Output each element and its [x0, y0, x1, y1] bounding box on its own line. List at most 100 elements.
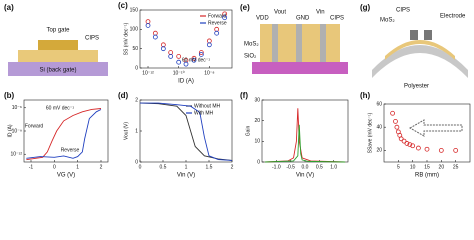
- x-tick-label: 10⁻⁸: [204, 70, 214, 76]
- y-axis-label: SS (mV dec⁻¹): [123, 22, 129, 55]
- label: GND: [296, 16, 310, 22]
- x-tick-label: 2: [100, 164, 103, 170]
- label: VDD: [256, 16, 269, 22]
- x-tick-label: -0.5: [286, 164, 295, 170]
- annotation: Forward: [25, 123, 44, 129]
- panel-label: (f): [240, 91, 248, 100]
- point: [404, 141, 410, 146]
- y-axis-label: SSave (mV dec⁻¹): [367, 112, 373, 153]
- x-axis-label: VG (V): [57, 173, 75, 179]
- point: [424, 146, 430, 152]
- y-tick-label: 10: [254, 139, 260, 145]
- y-tick-label: 10⁻⁶: [12, 105, 22, 111]
- y-tick-label: 0: [257, 159, 260, 165]
- x-tick-label: 25: [453, 164, 459, 170]
- legend-label: Reverse: [208, 20, 227, 26]
- panel-e: (e) VDD Vout GND Vin CIPS MoS₂ SiO₂: [240, 3, 348, 74]
- point: [183, 61, 189, 67]
- x-tick-label: 0: [139, 164, 142, 170]
- point: [214, 30, 220, 36]
- label: Vout: [274, 10, 286, 16]
- legend-label: Without MH: [194, 103, 221, 109]
- x-tick-label: 10⁻¹²: [142, 70, 154, 76]
- y-tick-label: 50: [132, 46, 138, 52]
- electrode: [320, 24, 326, 62]
- x-tick-label: 2: [231, 164, 234, 170]
- point: [214, 26, 220, 32]
- y-tick-label: 60: [376, 101, 382, 107]
- panel-label: (e): [240, 3, 250, 12]
- point: [160, 42, 166, 48]
- point: [453, 147, 459, 153]
- curve: [264, 108, 346, 163]
- point: [198, 50, 204, 55]
- x-axis-label: ID (A): [178, 79, 194, 85]
- top-gate: [38, 40, 78, 50]
- label: Electrode: [440, 14, 466, 20]
- point: [398, 136, 404, 142]
- x-tick-label: 1.5: [206, 164, 213, 170]
- x-axis-label: RB (mm): [415, 173, 439, 179]
- arrow: [408, 119, 463, 137]
- point: [145, 23, 151, 28]
- panel-label: (h): [360, 91, 371, 100]
- panel-label: (b): [4, 91, 15, 100]
- point: [410, 143, 416, 149]
- y-tick-label: 40: [376, 125, 382, 131]
- label: CIPS: [396, 8, 410, 14]
- curve: [26, 108, 102, 161]
- x-tick-label: 15: [424, 164, 430, 170]
- panel-label: (d): [118, 91, 129, 100]
- y-tick-label: 0: [135, 65, 138, 71]
- point: [198, 52, 204, 57]
- panel-label: (g): [360, 3, 371, 12]
- x-tick-label: 1: [185, 164, 188, 170]
- x-tick-label: 1.0: [330, 164, 337, 170]
- curve: [139, 102, 233, 161]
- x-tick-label: 0.5: [316, 164, 323, 170]
- x-tick-label: 0: [53, 164, 56, 170]
- cips-layer: [385, 40, 455, 60]
- electrode: [424, 30, 432, 40]
- label: Vin: [316, 10, 325, 16]
- point: [168, 54, 174, 59]
- point: [394, 124, 400, 130]
- y-tick-label: 0: [135, 159, 138, 165]
- polyester: [372, 45, 468, 78]
- x-tick-label: 0.5: [160, 164, 167, 170]
- label: MoS₂: [244, 42, 259, 48]
- point: [206, 38, 212, 44]
- y-tick-label: 10⁻⁹: [12, 128, 22, 134]
- point: [152, 34, 158, 40]
- electrode: [296, 24, 302, 62]
- legend-label: Forward: [208, 13, 227, 19]
- x-axis-label: Vin (V): [177, 173, 195, 179]
- legend-label: With MH: [194, 110, 214, 116]
- panel-label: (a): [4, 3, 14, 12]
- y-tick-label: 1: [135, 128, 138, 134]
- panel-g: (g) CIPS MoS₂ Electrode Polyester: [360, 3, 468, 90]
- label: CIPS: [85, 36, 99, 42]
- label: CIPS: [330, 16, 344, 22]
- electrode: [272, 24, 278, 62]
- sio2-layer: [252, 62, 348, 74]
- cips-layer: [18, 50, 98, 62]
- x-axis-label: Vin (V): [296, 173, 314, 179]
- substrate: [8, 62, 108, 76]
- point: [407, 142, 413, 148]
- label: Si (back gate): [39, 68, 76, 74]
- y-tick-label: 10⁻¹²: [10, 152, 22, 158]
- x-tick-label: -1.0: [272, 164, 281, 170]
- x-tick-label: 20: [439, 164, 445, 170]
- point: [393, 119, 398, 124]
- y-tick-label: 2: [135, 97, 138, 103]
- y-tick-label: 100: [130, 27, 139, 33]
- x-tick-label: 10⁻¹⁰: [173, 70, 185, 76]
- y-axis-label: Vout (V): [123, 122, 129, 140]
- point: [191, 55, 197, 61]
- electrode: [410, 30, 418, 40]
- y-tick-label: 150: [130, 7, 139, 13]
- x-tick-label: -1: [29, 164, 34, 170]
- point: [160, 46, 166, 52]
- point: [191, 57, 197, 63]
